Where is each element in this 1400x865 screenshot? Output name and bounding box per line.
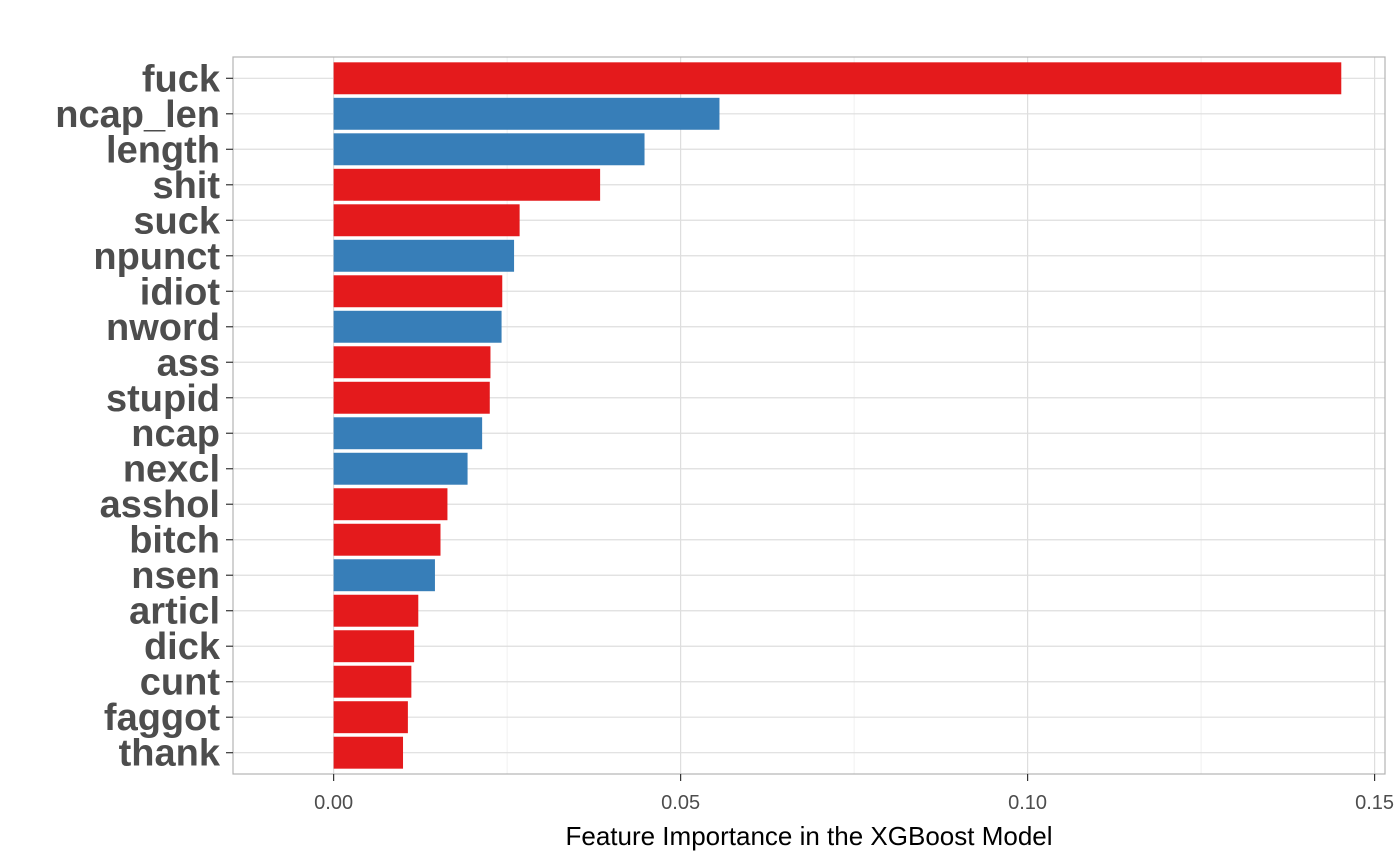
bar-ncap [333,417,483,450]
bar-thank [333,736,404,769]
y-tick-label: thank [119,733,221,775]
x-axis-title: Feature Importance in the XGBoost Model [565,821,1052,851]
bar-dick [333,630,415,663]
y-tick-label: nexcl [123,449,220,491]
x-tick-label: 0.10 [1008,792,1047,814]
bars [333,62,1342,769]
y-tick-label: ncap_len [55,94,220,136]
y-tick-label: length [106,129,220,171]
bar-fuck [333,62,1342,95]
bar-suck [333,204,520,237]
bar-faggot [333,701,408,734]
y-tick-label: asshol [100,484,220,526]
y-tick-label: stupid [106,378,220,420]
y-tick-label: faggot [104,697,220,739]
x-tick-label: 0.15 [1355,792,1394,814]
plot-border [232,56,1386,775]
bar-cunt [333,665,412,698]
x-axis: 0.00 0.05 0.10 0.15 [314,774,1394,814]
y-tick-label: fuck [142,58,221,100]
bar-asshol [333,488,448,521]
bar-nexcl [333,452,468,485]
y-tick-label: nword [106,307,220,349]
y-tick-label: ncap [131,413,220,455]
y-tick-label: idiot [140,271,221,313]
bar-bitch [333,523,441,556]
bar-ass [333,346,491,379]
bar-stupid [333,381,490,414]
y-tick-label: suck [133,200,220,242]
y-tick-label: articl [129,591,220,633]
y-tick-label: shit [152,165,220,207]
y-tick-label: dick [144,626,221,668]
bar-npunct [333,239,515,272]
y-tick-label: npunct [93,236,220,278]
x-tick-label: 0.05 [661,792,700,814]
bar-idiot [333,275,503,308]
bar-nsen [333,559,435,592]
y-tick-label: ass [157,342,220,384]
bar-ncap-len [333,97,720,130]
bar-length [333,133,645,166]
y-tick-label: bitch [129,520,220,562]
bar-shit [333,168,601,201]
bar-nword [333,310,502,343]
y-tick-label: nsen [131,555,220,597]
y-axis: fuckncap_lenlengthshitsucknpunctidiotnwo… [55,58,233,775]
x-tick-label: 0.00 [314,792,353,814]
y-tick-label: cunt [140,662,221,704]
bar-articl [333,594,419,627]
